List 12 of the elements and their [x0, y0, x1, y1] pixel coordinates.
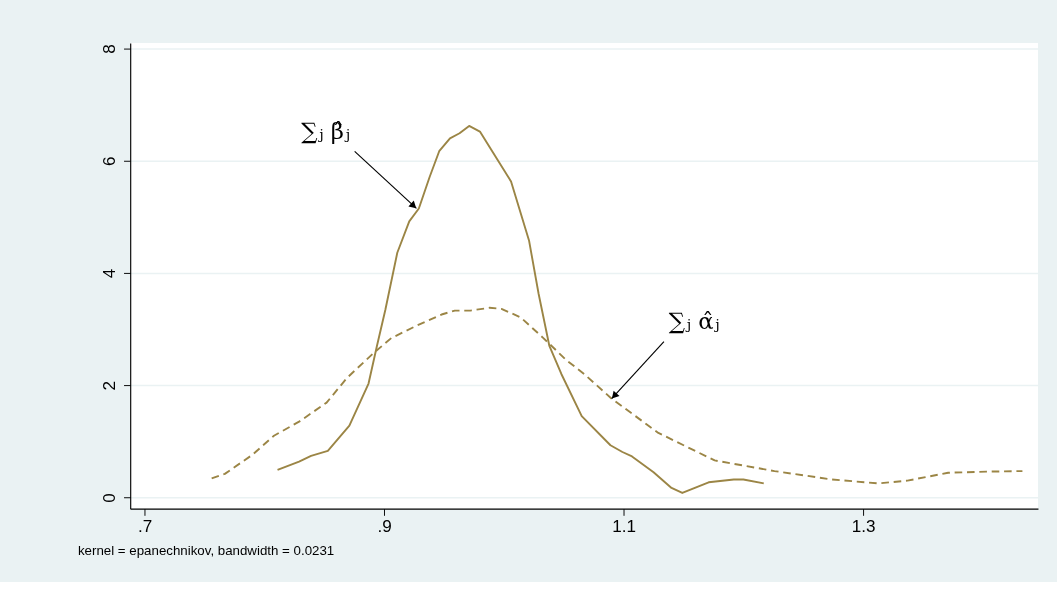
- x-tick-label: 1.3: [851, 516, 876, 536]
- y-tick-label: 6: [99, 156, 119, 166]
- text: kernel = epanechnikov, bandwidth = 0.0231: [77, 543, 335, 559]
- y-tick-label: 8: [99, 44, 119, 54]
- x-tick-label: .7: [137, 516, 153, 536]
- y-tick-label: 2: [99, 380, 119, 391]
- y-tick-label: 0: [99, 493, 119, 503]
- annotation: ∑ⱼ β̂ⱼ: [301, 118, 350, 145]
- x-tick-label: .9: [377, 516, 392, 536]
- x-tick-label: 1.1: [612, 516, 636, 536]
- annotation: ∑ⱼ α̂ⱼ: [668, 308, 720, 335]
- y-tick-label: 4: [99, 268, 119, 279]
